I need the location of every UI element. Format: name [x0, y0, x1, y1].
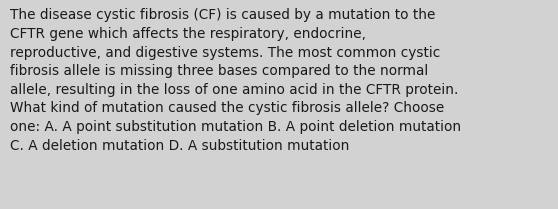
- Text: The disease cystic fibrosis (CF) is caused by a mutation to the
CFTR gene which : The disease cystic fibrosis (CF) is caus…: [10, 8, 461, 153]
